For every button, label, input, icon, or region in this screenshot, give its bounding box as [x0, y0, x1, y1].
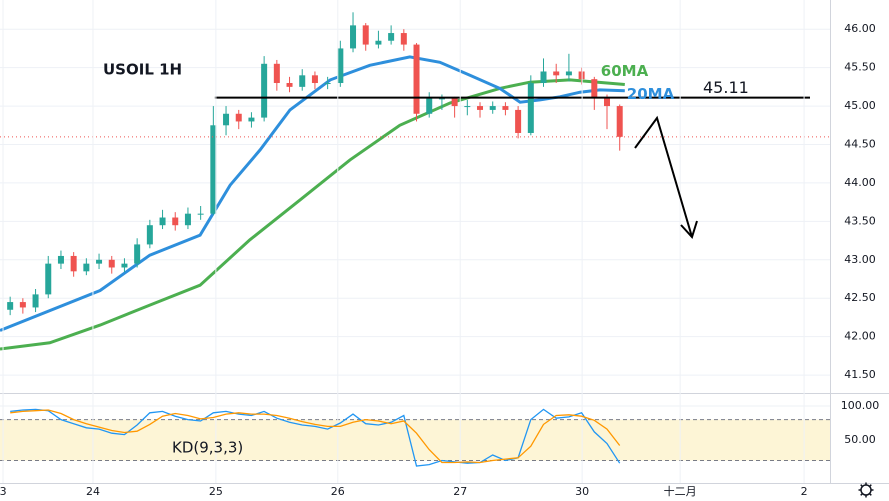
- arrow-head: [680, 220, 698, 239]
- candle-body: [515, 109, 522, 133]
- candle-body: [362, 25, 369, 45]
- candle-body: [477, 106, 484, 110]
- candle-body: [553, 71, 560, 76]
- chart-title: USOIL 1H: [103, 61, 182, 79]
- series-label: 60MA: [601, 62, 649, 80]
- candle-body: [299, 75, 306, 87]
- candle-body: [223, 113, 230, 126]
- candle-body: [324, 83, 331, 85]
- candle-body: [19, 302, 26, 308]
- y-tick-label: 45.50: [844, 61, 876, 74]
- y-tick-label: 43.00: [844, 253, 876, 266]
- level-label: 45.11: [703, 78, 749, 97]
- indicator-title: KD(9,3,3): [172, 439, 243, 457]
- candle-body: [489, 106, 496, 110]
- candle-body: [413, 44, 420, 114]
- candle-body: [388, 33, 395, 41]
- candle-body: [527, 83, 534, 133]
- candle-body: [350, 25, 357, 49]
- candle-body: [70, 255, 77, 272]
- y-tick-label: 44.50: [844, 138, 876, 151]
- y-tick-label: 41.50: [844, 368, 876, 381]
- candle-body: [7, 302, 14, 310]
- candle-body: [337, 48, 344, 84]
- candle-body: [375, 40, 382, 45]
- candle-body: [451, 98, 458, 107]
- candle-body: [57, 255, 64, 264]
- candle-body: [578, 71, 585, 80]
- candle-body: [210, 125, 217, 214]
- x-tick-label: 2: [801, 485, 808, 498]
- candle-body: [438, 98, 445, 100]
- candle-body: [286, 83, 293, 87]
- candle-body: [400, 33, 407, 45]
- candle-body: [146, 225, 153, 245]
- candle-body: [261, 63, 268, 118]
- candle-body: [108, 259, 115, 268]
- candle-body: [45, 263, 52, 295]
- candle-body: [172, 217, 179, 226]
- x-tick-label: 30: [575, 485, 589, 498]
- y-tick-label: 100.00: [841, 399, 880, 412]
- candle-body: [96, 259, 103, 264]
- candle-body: [197, 213, 204, 215]
- candle-body: [616, 106, 623, 137]
- candle-body: [273, 63, 280, 84]
- y-tick-label: 50.00: [844, 433, 876, 446]
- gear-teeth[interactable]: [858, 482, 874, 498]
- candle-body: [184, 213, 191, 226]
- settings-icon[interactable]: [858, 482, 874, 498]
- candle-body: [121, 263, 128, 268]
- level-band: [0, 419, 830, 461]
- candle-body: [591, 79, 598, 99]
- candle-body: [248, 117, 255, 122]
- candle-body: [159, 217, 166, 226]
- x-tick-label: 3: [0, 485, 7, 498]
- candle-body: [134, 244, 141, 264]
- y-tick-label: 43.50: [844, 214, 876, 227]
- candle-body: [540, 71, 547, 84]
- x-tick-label: 25: [209, 485, 223, 498]
- y-tick-label: 42.50: [844, 291, 876, 304]
- x-tick-label: 十二月: [664, 484, 697, 498]
- candle-body: [464, 106, 471, 108]
- indicator-line: [10, 409, 621, 464]
- y-tick-label: 46.00: [844, 22, 876, 35]
- arrow: [634, 115, 693, 238]
- candle-body: [235, 113, 242, 122]
- x-tick-label: 24: [86, 485, 100, 498]
- candle-body: [604, 98, 611, 107]
- x-tick-label: 27: [453, 485, 467, 498]
- candle-body: [426, 98, 433, 114]
- y-tick-label: 44.00: [844, 176, 876, 189]
- y-tick-label: 42.00: [844, 330, 876, 343]
- candle-body: [83, 263, 90, 272]
- candle-body: [565, 71, 572, 76]
- candle-body: [311, 75, 318, 84]
- y-tick-label: 45.00: [844, 99, 876, 112]
- candle-body: [32, 294, 39, 308]
- x-tick-label: 26: [331, 485, 345, 498]
- moving-average: [0, 78, 625, 351]
- candle-body: [502, 106, 509, 110]
- series-label: 20MA: [627, 85, 675, 103]
